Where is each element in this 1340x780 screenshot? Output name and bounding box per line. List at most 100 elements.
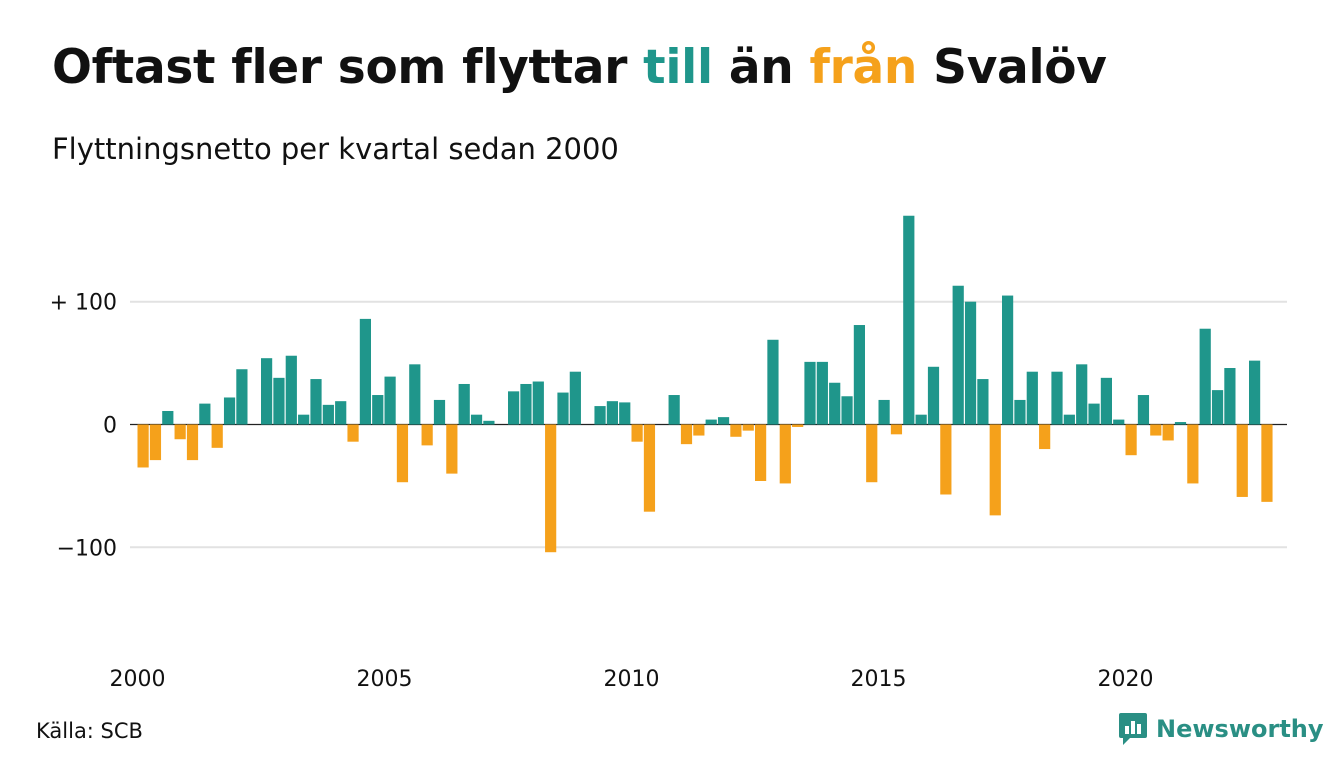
brand-name: Newsworthy — [1156, 715, 1324, 743]
bar — [606, 401, 618, 425]
bar — [742, 424, 754, 431]
bar — [890, 424, 903, 435]
bar — [396, 424, 409, 483]
bar — [1113, 419, 1125, 425]
bar — [927, 366, 940, 425]
bar — [964, 301, 977, 425]
bar — [446, 424, 458, 474]
x-tick-label: 2015 — [851, 667, 907, 692]
bar — [903, 215, 915, 425]
y-tick-label: −100 — [57, 536, 117, 561]
bar — [322, 404, 334, 425]
bar — [1249, 360, 1261, 425]
bar — [1063, 414, 1075, 425]
title-part-2: än — [712, 40, 810, 95]
bar — [261, 358, 273, 425]
bar — [619, 402, 631, 425]
bar — [174, 424, 186, 440]
bar — [1051, 371, 1063, 425]
bar — [643, 424, 656, 512]
x-tick-label: 2005 — [357, 667, 413, 692]
brand-logo: Newsworthy — [1118, 712, 1324, 746]
bar — [940, 424, 952, 495]
bar — [298, 414, 310, 425]
bar — [989, 424, 1001, 516]
bar — [273, 377, 285, 425]
bar — [186, 424, 199, 461]
bar — [1039, 424, 1051, 450]
bar — [866, 424, 878, 483]
bar — [915, 414, 927, 425]
bar — [223, 397, 236, 425]
bar — [1199, 328, 1211, 425]
bar — [372, 395, 384, 425]
chart-subtitle: Flyttningsnetto per kvartal sedan 2000 — [52, 132, 619, 166]
bar — [1014, 399, 1026, 425]
bar — [520, 383, 532, 425]
source-note: Källa: SCB — [36, 719, 143, 743]
bar — [384, 376, 396, 425]
bar — [236, 369, 248, 425]
bar — [310, 379, 322, 425]
bar — [347, 424, 359, 442]
bar — [853, 325, 865, 425]
title-highlight-till: till — [643, 40, 713, 95]
bar — [804, 361, 816, 425]
bar — [458, 383, 470, 425]
bar — [952, 285, 964, 425]
bar — [1162, 424, 1174, 441]
bar — [1076, 364, 1088, 425]
bar — [359, 318, 371, 425]
bar — [1002, 295, 1014, 425]
bar — [483, 420, 495, 425]
bar — [1026, 371, 1038, 425]
bar — [779, 424, 791, 484]
bar — [421, 424, 433, 446]
bar — [470, 414, 483, 425]
bar — [594, 406, 606, 425]
y-tick-label: 0 — [103, 414, 117, 439]
bar — [137, 424, 149, 468]
bar — [199, 403, 211, 425]
bar — [755, 424, 767, 481]
bar — [545, 424, 557, 553]
bar — [285, 355, 297, 425]
bar — [1261, 424, 1273, 502]
bar — [532, 381, 544, 425]
bar — [668, 395, 680, 425]
chart-title: Oftast fler som flyttar till än från Sva… — [52, 40, 1107, 95]
bar — [816, 361, 828, 425]
bar — [977, 379, 989, 425]
bar — [1187, 424, 1199, 484]
x-tick-label: 2010 — [604, 667, 660, 692]
bar — [878, 399, 890, 425]
bar — [433, 399, 446, 425]
bars — [137, 215, 1273, 553]
title-highlight-fran: från — [809, 40, 918, 95]
bar — [1211, 390, 1224, 425]
title-part-1: Oftast fler som flyttar — [52, 40, 644, 95]
bar — [841, 396, 853, 425]
bar — [409, 364, 421, 425]
bar — [631, 424, 643, 442]
bar — [162, 410, 174, 425]
bar — [717, 417, 730, 425]
axis-labels: + 100 0 −100 2000 2005 2010 2015 2020 — [50, 291, 1154, 692]
x-tick-label: 2020 — [1098, 667, 1154, 692]
bar — [680, 424, 693, 445]
bar — [335, 401, 347, 425]
bar — [569, 371, 581, 425]
bar — [1174, 422, 1187, 425]
bar — [1224, 368, 1236, 425]
bar — [1100, 377, 1112, 425]
bar — [705, 419, 717, 425]
bar — [149, 424, 162, 461]
y-tick-label: + 100 — [50, 291, 117, 316]
title-part-3: Svalöv — [917, 40, 1107, 95]
bar — [792, 424, 804, 427]
bar — [1137, 395, 1150, 425]
bar — [693, 424, 705, 436]
bar — [1088, 403, 1100, 425]
bar — [1125, 424, 1137, 456]
